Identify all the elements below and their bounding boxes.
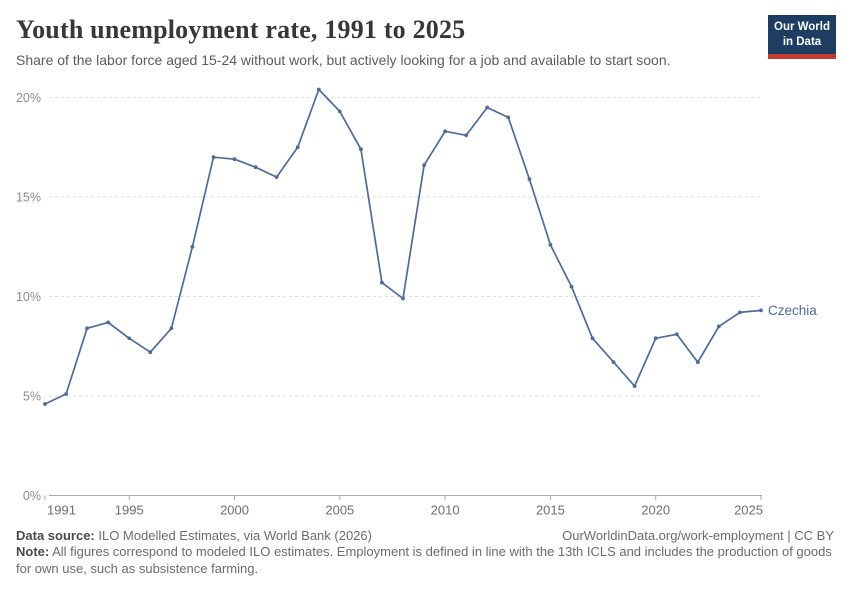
data-point (717, 324, 721, 329)
chart-subtitle: Share of the labor force aged 15-24 with… (16, 52, 671, 68)
entity-label: Czechia (768, 303, 817, 318)
data-point (211, 155, 216, 160)
data-point (190, 244, 195, 249)
x-axis-tick-label: 2025 (734, 503, 763, 518)
y-axis-tick-label: 20% (16, 91, 41, 105)
owid-url-link[interactable]: OurWorldinData.org/work-employment | CC … (562, 528, 834, 543)
data-point (527, 177, 532, 182)
data-point (632, 384, 637, 388)
data-point (316, 87, 321, 92)
data-point (569, 284, 574, 289)
data-point (401, 296, 405, 301)
y-axis-tick-label: 10% (16, 290, 41, 304)
data-point (274, 175, 279, 180)
data-point (506, 115, 511, 120)
data-point (64, 392, 68, 396)
data-point (169, 326, 174, 331)
data-point (443, 129, 447, 134)
x-axis-tick-label: 2020 (641, 503, 670, 518)
chart-note: Note: All figures correspond to modeled … (16, 543, 834, 577)
data-point (232, 157, 237, 162)
x-axis-tick-label: 2015 (536, 503, 565, 518)
owid-logo-line1: Our World (774, 21, 831, 33)
x-axis-tick-label: 2000 (220, 503, 249, 518)
data-source-label: Data source: (16, 528, 95, 543)
data-point (674, 332, 679, 337)
data-point (738, 310, 742, 315)
data-point (759, 308, 763, 313)
x-axis-tick-label: 1995 (115, 503, 144, 518)
x-axis-tick-label: 2005 (325, 503, 354, 518)
x-axis-tick-label: 2010 (431, 503, 460, 518)
data-point (85, 326, 89, 331)
data-point (295, 145, 300, 150)
data-point (127, 336, 132, 341)
y-axis-tick-label: 0% (23, 489, 41, 503)
owid-logo-line2: in Data (782, 35, 822, 48)
data-point (148, 350, 153, 355)
y-axis-tick-label: 15% (16, 191, 41, 205)
owid-logo: Our World in Data (768, 15, 836, 59)
data-point (653, 336, 658, 341)
page-title: Youth unemployment rate, 1991 to 2025 (16, 15, 466, 44)
chart-footer: Data source: ILO Modelled Estimates, via… (16, 528, 834, 577)
x-axis-tick-label: 1991 (47, 503, 76, 518)
trend-line (44, 88, 762, 405)
data-point (422, 163, 426, 168)
data-source: Data source: ILO Modelled Estimates, via… (16, 528, 372, 543)
note-value: All figures correspond to modeled ILO es… (16, 544, 832, 577)
data-point (359, 147, 363, 152)
data-point (43, 402, 47, 406)
y-axis-tick-label: 5% (23, 390, 41, 404)
data-point (485, 105, 490, 110)
data-point (337, 109, 342, 114)
data-source-value: ILO Modelled Estimates, via World Bank (… (94, 528, 372, 543)
data-point (106, 320, 111, 325)
note-label: Note: (16, 544, 50, 559)
data-point (253, 165, 258, 170)
data-point (548, 242, 553, 247)
data-point (695, 360, 700, 365)
data-point (611, 360, 616, 365)
data-point (380, 280, 384, 285)
data-point (464, 133, 469, 138)
data-point (590, 336, 595, 341)
